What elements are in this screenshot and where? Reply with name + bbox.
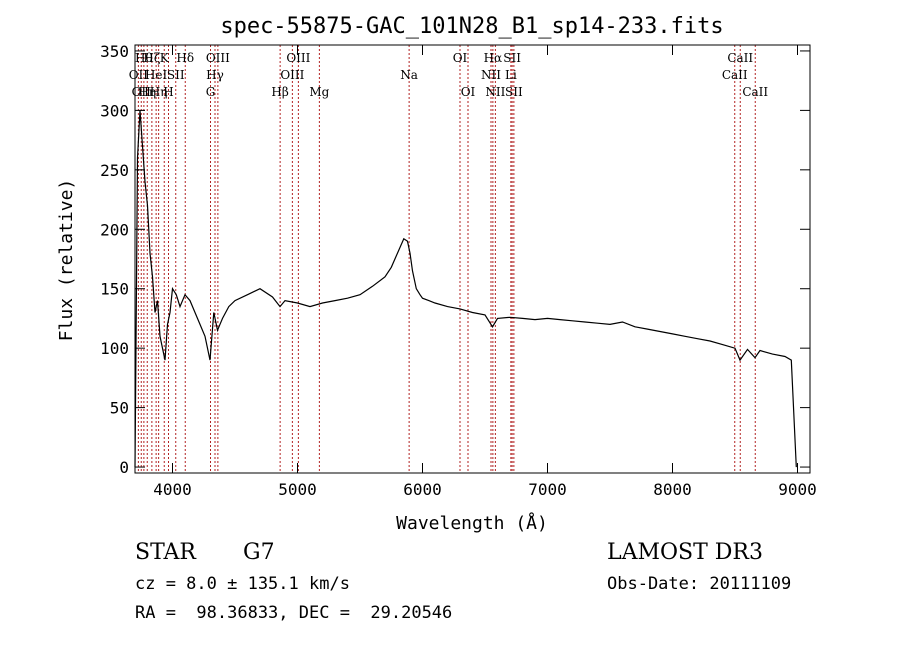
spectral-line-label: SII [167, 68, 185, 82]
plot-frame [134, 44, 811, 474]
x-tick-label: 4000 [153, 480, 192, 499]
spectral-line-label: OII [129, 68, 149, 82]
spectral-line-label: Hγ [206, 68, 224, 82]
spectral-line-label: Hβ [271, 85, 288, 99]
spectral-line-label: NII [481, 68, 501, 82]
spectral-line-label: H [163, 85, 173, 99]
spectral-line-label: G [206, 85, 216, 99]
spectral-line-label: OIII [280, 68, 304, 82]
spectral-line-label: SII [503, 51, 521, 65]
spectral-line-markers [137, 45, 756, 473]
spectral-line-label: Hη [138, 85, 156, 99]
y-axis-label: Flux (relative) [56, 179, 77, 342]
x-axis-label: Wavelength (Å) [396, 512, 548, 534]
spectral-line-label: OI [461, 85, 476, 99]
spectral-line-label: NII [485, 85, 505, 99]
spectral-line-label: Hδ [176, 51, 194, 65]
sky-coordinates: RA = 98.36833, DEC = 29.20546 [135, 603, 453, 623]
y-tick-label: 350 [100, 42, 129, 61]
object-subclass: G7 [243, 540, 275, 565]
spectral-line-label: CaII [742, 85, 768, 99]
y-tick-label: 0 [119, 458, 129, 477]
spectral-line-label: SII [505, 85, 523, 99]
y-tick-label: 200 [100, 220, 129, 239]
object-class: STAR [135, 540, 196, 565]
spectral-line-label: K [160, 51, 170, 65]
x-axis-ticks: 4000 5000 6000 7000 8000 9000 [153, 45, 817, 499]
spectral-line-label: Hθ [135, 51, 153, 65]
y-tick-label: 150 [100, 280, 129, 299]
spectral-line-label: OI [453, 51, 468, 65]
spectral-line-label: Na [400, 68, 418, 82]
survey-name: LAMOST DR3 [607, 540, 763, 565]
y-tick-label: 300 [100, 101, 129, 120]
y-axis-ticks: 0 50 100 150 200 250 300 350 [100, 42, 810, 477]
spectral-line-label: Hη [150, 85, 168, 99]
x-tick-label: 5000 [278, 480, 317, 499]
spectral-line-label: HeI [145, 68, 168, 82]
y-tick-label: 50 [110, 399, 129, 418]
spectral-line-label: CaII [727, 51, 753, 65]
redshift-velocity: cz = 8.0 ± 135.1 km/s [135, 574, 350, 594]
x-tick-label: 6000 [403, 480, 442, 499]
x-tick-label: 8000 [653, 480, 692, 499]
spectral-line-label: CaII [722, 68, 748, 82]
spectral-line-label: Hα [484, 51, 503, 65]
spectral-line-label: Mg [309, 85, 329, 99]
spectral-line-label: Hζ [143, 51, 160, 65]
x-tick-label: 7000 [528, 480, 567, 499]
y-tick-label: 250 [100, 161, 129, 180]
spectral-line-labels: OII OII Hθ Hη Hζ HeI Hη K H SII Hδ G Hγ OIII Hβ OIII OII… [129, 51, 769, 99]
y-tick-label: 100 [100, 339, 129, 358]
observation-date: Obs-Date: 20111109 [607, 574, 792, 594]
chart-title: spec-55875-GAC_101N28_B1_sp14-233.fits [220, 14, 723, 39]
spectral-line-label: OIII [286, 51, 310, 65]
spectral-line-label: OII [132, 85, 152, 99]
spectral-line-label: Li [505, 68, 517, 82]
spectrum-series-line [134, 110, 797, 468]
x-tick-label: 9000 [778, 480, 817, 499]
spectral-line-label: OIII [206, 51, 230, 65]
